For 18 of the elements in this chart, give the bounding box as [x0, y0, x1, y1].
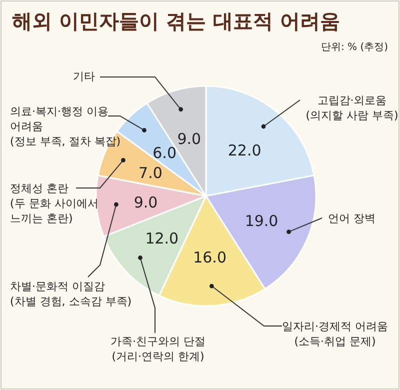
data-label: 9.0: [134, 194, 158, 212]
data-label: 9.0: [177, 130, 202, 148]
data-label: 16.0: [193, 248, 226, 266]
data-label: 7.0: [138, 164, 162, 182]
slice-label: 언어 장벽: [328, 212, 376, 225]
slice-label: 기타: [73, 70, 95, 83]
data-label: 12.0: [145, 229, 179, 248]
data-label: 19.0: [244, 212, 278, 230]
slice-label: 의료·복지·행정 이용 어려움 (정보 부족, 절차 복잡): [10, 105, 121, 148]
data-label: 6.0: [152, 144, 177, 162]
chart-subtitle: 단위: % (추정): [320, 42, 388, 53]
slice-label: 가족·친구와의 단절 (거리·연락의 한계): [110, 335, 206, 363]
data-label: 22.0: [228, 141, 262, 160]
slice-label: 차별·문화적 이질감 (차별 경험, 소속감 부족): [10, 280, 132, 308]
slice-label: 고립감·외로움 (의지할 사람 부족): [306, 94, 398, 122]
slice-label: 일자리·경제적 어려움 (소득·취업 문제): [282, 320, 388, 348]
slice-label: 정체성 혼란 (두 문화 사이에서 느끼는 혼란): [10, 182, 98, 225]
chart-title: 해외 이민자들이 겪는 대표적 어려움: [12, 9, 340, 33]
